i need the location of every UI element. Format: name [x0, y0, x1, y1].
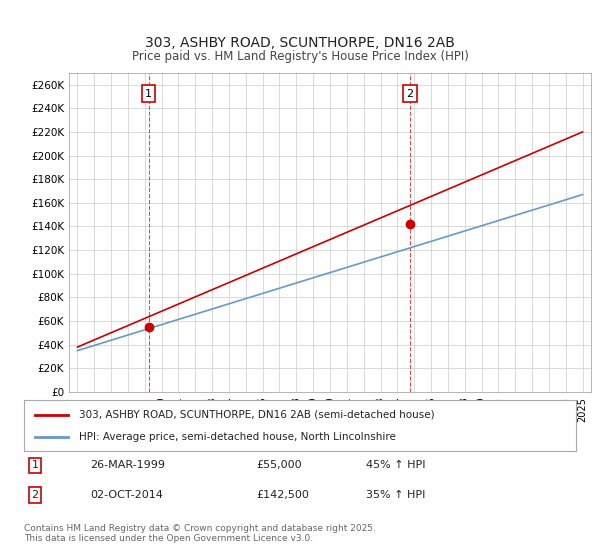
Text: 2: 2 — [31, 490, 38, 500]
Text: Price paid vs. HM Land Registry's House Price Index (HPI): Price paid vs. HM Land Registry's House … — [131, 50, 469, 63]
Text: 303, ASHBY ROAD, SCUNTHORPE, DN16 2AB: 303, ASHBY ROAD, SCUNTHORPE, DN16 2AB — [145, 36, 455, 50]
Text: £142,500: £142,500 — [256, 490, 309, 500]
Text: 2: 2 — [406, 88, 413, 99]
Text: HPI: Average price, semi-detached house, North Lincolnshire: HPI: Average price, semi-detached house,… — [79, 432, 396, 442]
Text: 26-MAR-1999: 26-MAR-1999 — [90, 460, 165, 470]
Text: 45% ↑ HPI: 45% ↑ HPI — [366, 460, 426, 470]
Text: 1: 1 — [145, 88, 152, 99]
Text: 1: 1 — [32, 460, 38, 470]
Text: 303, ASHBY ROAD, SCUNTHORPE, DN16 2AB (semi-detached house): 303, ASHBY ROAD, SCUNTHORPE, DN16 2AB (s… — [79, 409, 435, 419]
Text: Contains HM Land Registry data © Crown copyright and database right 2025.
This d: Contains HM Land Registry data © Crown c… — [24, 524, 376, 543]
Text: £55,000: £55,000 — [256, 460, 301, 470]
Text: 02-OCT-2014: 02-OCT-2014 — [90, 490, 163, 500]
Text: 35% ↑ HPI: 35% ↑ HPI — [366, 490, 425, 500]
